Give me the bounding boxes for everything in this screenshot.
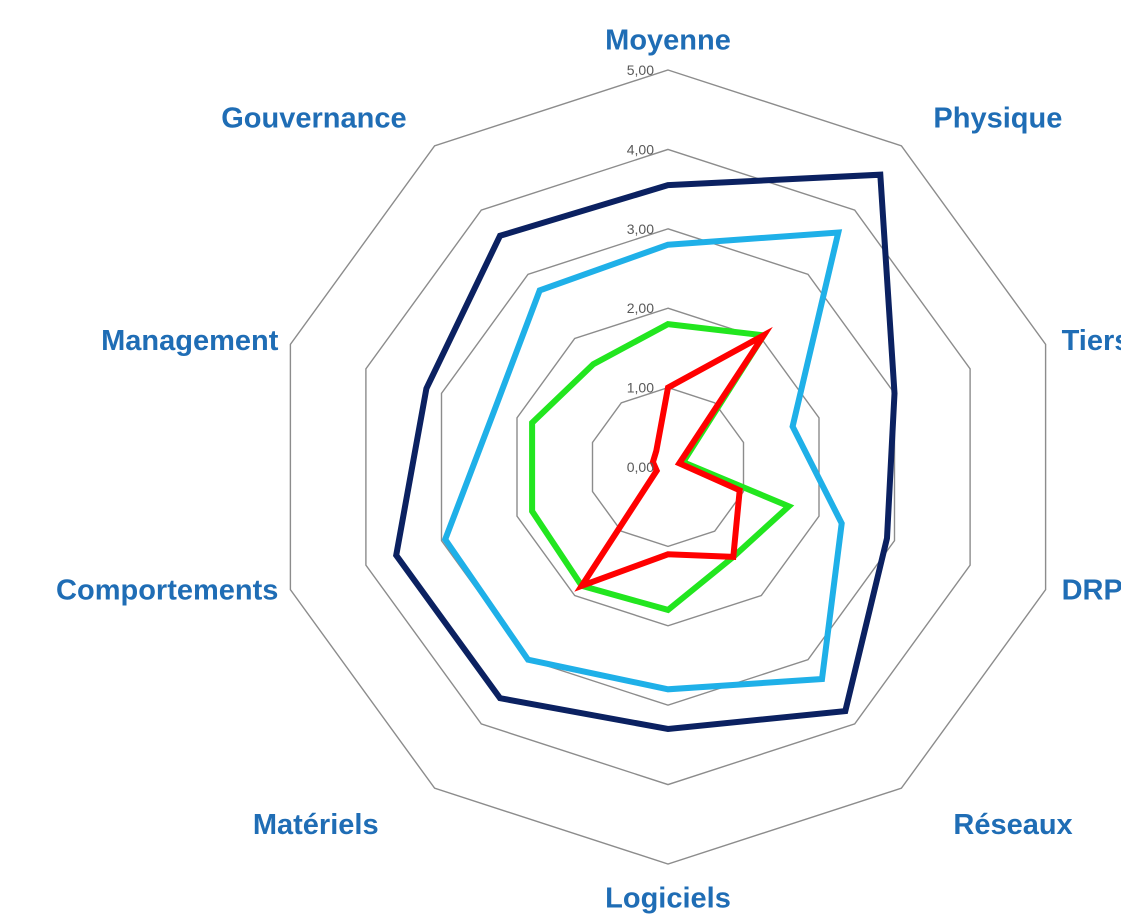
series-line-4 [574,326,773,592]
category-label: Management [101,325,279,357]
tick-label: 3,00 [627,221,654,237]
series-line-3 [529,321,795,614]
category-label: Logiciels [605,883,731,915]
category-label: Tiers [1062,325,1121,357]
series-line-1 [393,171,898,733]
category-label: Gouvernance [221,102,406,134]
grid-ring-4 [365,148,971,786]
tick-label: 1,00 [627,380,654,396]
category-label: Comportements [56,574,278,606]
grid-ring-5 [289,69,1047,865]
radial-tick-labels: 0,00 1,00 2,00 3,00 4,00 5,00 [627,62,654,475]
tick-label: 4,00 [627,141,654,157]
grid-ring-3 [440,228,896,706]
grid-ring-1 [591,386,745,548]
category-label: DRP [1062,574,1121,606]
category-label: Physique [933,102,1062,134]
category-label: Moyenne [605,25,731,57]
radar-grid [289,69,1047,865]
category-label: Réseaux [953,809,1072,841]
grid-ring-2 [516,307,820,627]
radar-series [393,171,898,733]
tick-label: 5,00 [627,62,654,78]
tick-label: 2,00 [627,300,654,316]
series-line-2 [441,229,845,693]
category-labels: Moyenne Physique Tiers DRP Réseaux Logiciels M… [56,25,1121,915]
category-label: Matériels [253,809,379,841]
tick-label: 0,00 [627,459,654,475]
